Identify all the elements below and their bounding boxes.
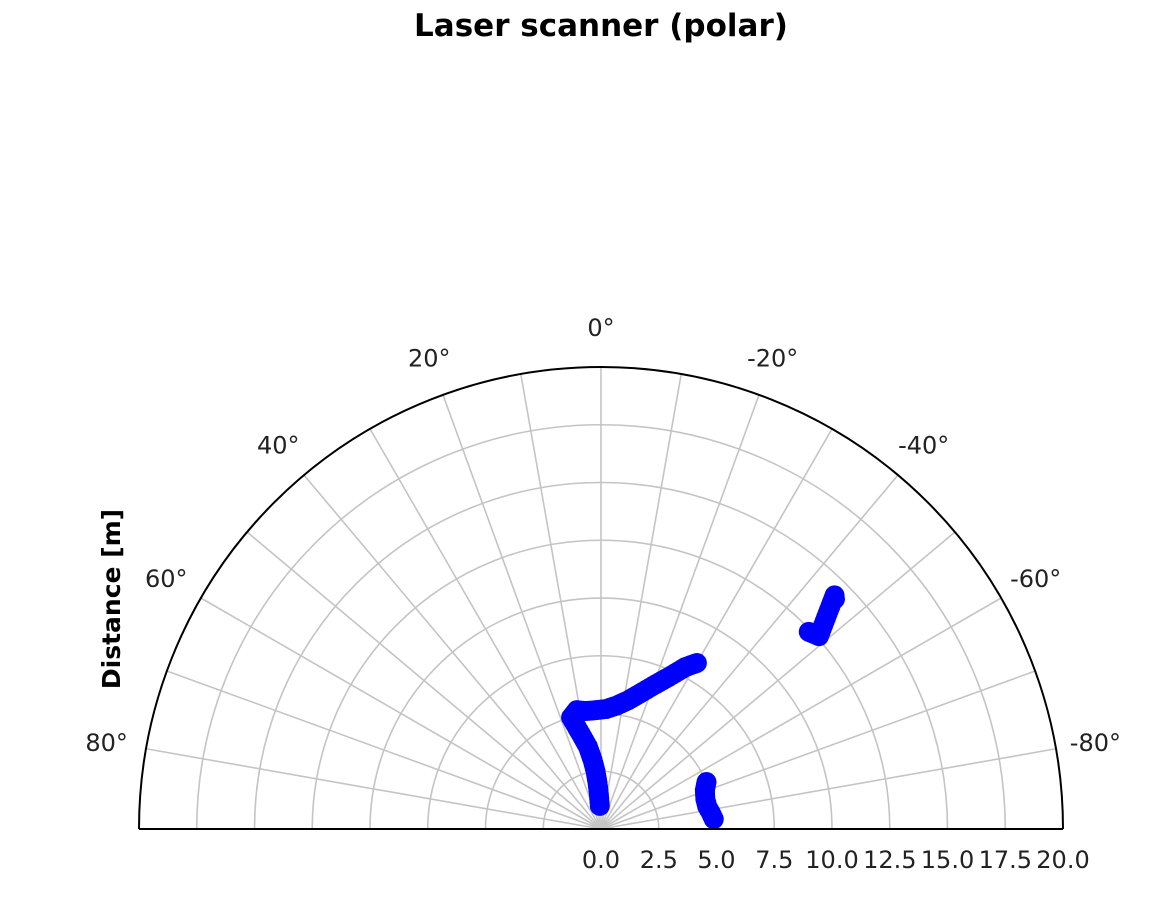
r-tick-label: 15.0: [921, 846, 974, 874]
theta-tick-label: -20°: [747, 344, 798, 372]
theta-grid-line: [200, 597, 602, 830]
r-tick-label: 17.5: [979, 846, 1032, 874]
scan-point: [695, 774, 716, 795]
r-tick-label: 2.5: [640, 846, 678, 874]
theta-grid-line: [600, 474, 899, 830]
scan-point: [683, 654, 704, 674]
theta-grid-line: [600, 428, 833, 830]
theta-grid-line: [600, 531, 956, 830]
y-axis-label: Distance [m]: [97, 509, 126, 689]
theta-tick-label: 20°: [408, 344, 451, 372]
r-tick-label: 7.5: [755, 846, 793, 874]
r-tick-label: 10.0: [805, 846, 858, 874]
scan-points: [561, 585, 845, 830]
r-tick-label: 12.5: [863, 846, 916, 874]
theta-grid-line: [600, 597, 1002, 830]
theta-grid-line: [145, 747, 602, 830]
theta-grid-line: [166, 670, 602, 830]
theta-grid-line: [246, 531, 602, 830]
theta-grid-line: [600, 373, 683, 830]
theta-tick-label: -40°: [898, 431, 949, 459]
theta-grid-line: [600, 670, 1036, 830]
theta-tick-label: -80°: [1070, 729, 1121, 757]
r-tick-labels: 0.0 2.5 5.0 7.5 10.0 12.5 15.0 17.5 20.0: [582, 846, 1090, 874]
scan-point: [823, 589, 844, 610]
theta-tick-label: 60°: [145, 565, 188, 593]
theta-tick-label: -60°: [1010, 565, 1061, 593]
polar-grid: [145, 367, 1057, 830]
theta-grid-line: [600, 394, 760, 830]
theta-grid-line: [600, 747, 1057, 830]
theta-grid-line: [369, 428, 602, 830]
r-tick-label: 20.0: [1036, 846, 1089, 874]
theta-grid-line: [442, 394, 602, 830]
outer-arc: [138, 366, 1064, 830]
chart-title: Laser scanner (polar): [414, 8, 788, 44]
theta-tick-label: 0°: [587, 314, 614, 342]
r-tick-label: 5.0: [697, 846, 735, 874]
polar-frame: [138, 366, 1064, 830]
theta-grid-line: [303, 474, 602, 830]
theta-tick-label: 40°: [257, 431, 300, 459]
theta-tick-labels: 80° 60° 40° 20° 0° -20° -40° -60° -80°: [85, 314, 1121, 757]
r-tick-label: 0.0: [582, 846, 620, 874]
theta-tick-label: 80°: [85, 729, 128, 757]
